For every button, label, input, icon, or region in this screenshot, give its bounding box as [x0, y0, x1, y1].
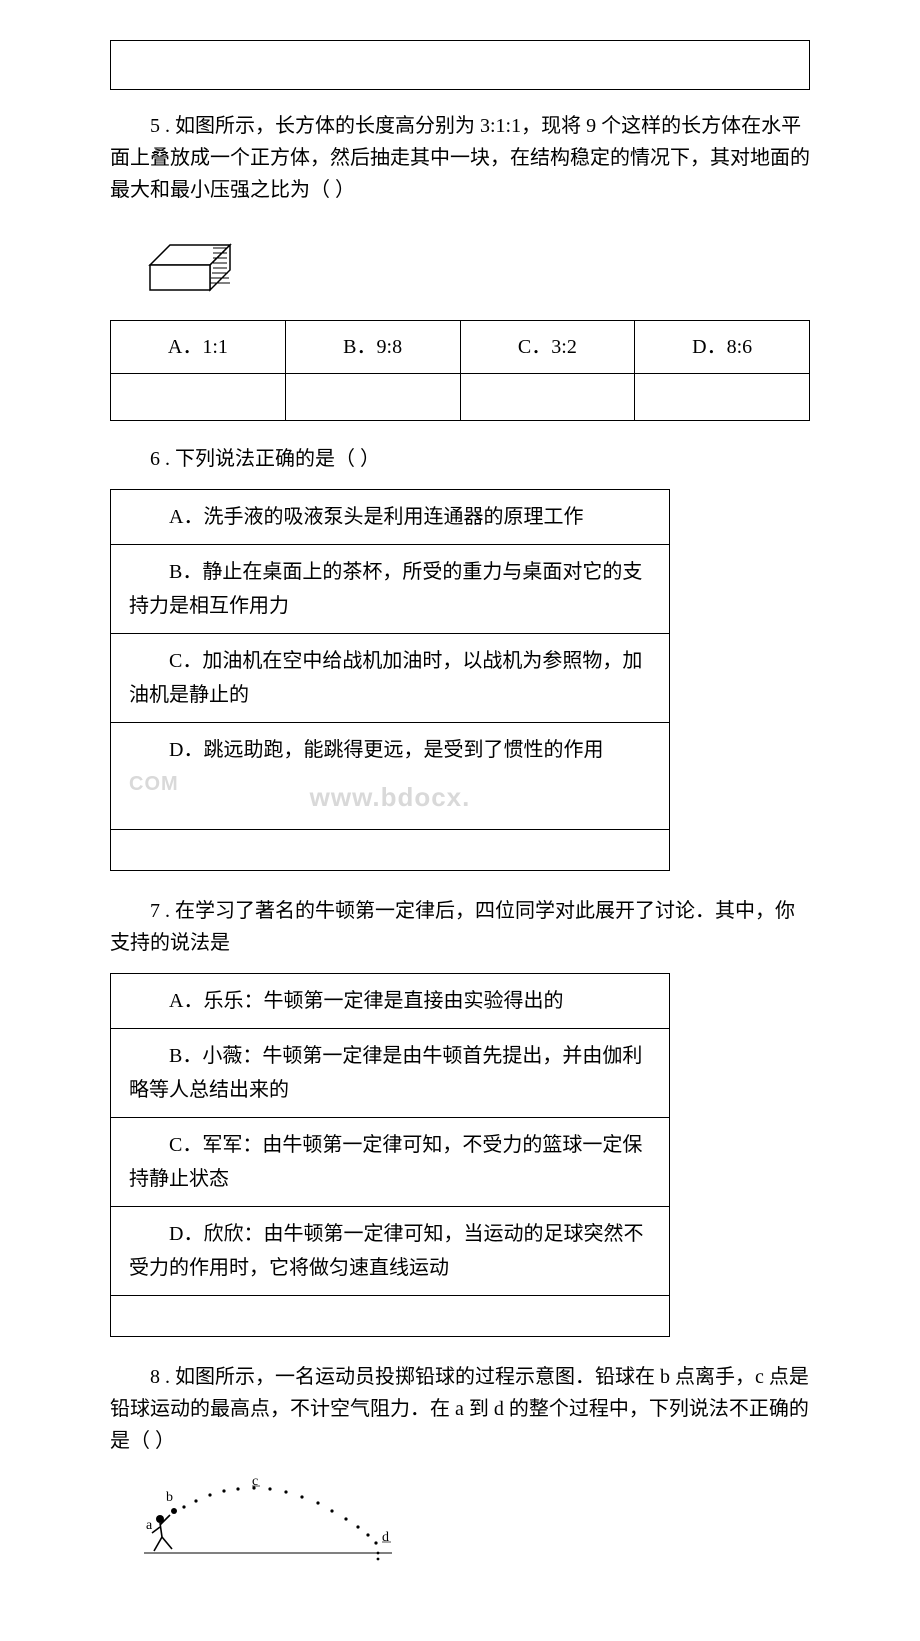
- q6-choices-table: A．洗手液的吸液泵头是利用连通器的原理工作 B．静止在桌面上的茶杯，所受的重力与…: [110, 489, 670, 871]
- q5-options-table: A．1:1 B．9:8 C．3:2 D．8:6: [110, 320, 810, 421]
- q6-choice-b-text: B．静止在桌面上的茶杯，所受的重力与桌面对它的支持力是相互作用力: [129, 555, 651, 623]
- q6-choice-a-text: A．洗手液的吸液泵头是利用连通器的原理工作: [129, 500, 583, 534]
- q7-choice-b-text: B．小薇：牛顿第一定律是由牛顿首先提出，并由伽利略等人总结出来的: [129, 1039, 651, 1107]
- q6-choice-d-wrap: D．跳远助跑，能跳得更远，是受到了惯性的作用 COM: [129, 733, 651, 801]
- watermark-com: COM: [129, 773, 179, 795]
- q7-choice-d: D．欣欣：由牛顿第一定律可知，当运动的足球突然不受力的作用时，它将做匀速直线运动: [111, 1207, 670, 1296]
- q5-option-a: A．1:1: [111, 321, 286, 374]
- q5-option-b: B．9:8: [285, 321, 460, 374]
- svg-text:c: c: [252, 1474, 258, 1489]
- svg-text:d: d: [382, 1530, 389, 1545]
- q7-choice-c: C．军军：由牛顿第一定律可知，不受力的篮球一定保持静止状态: [111, 1118, 670, 1207]
- q6-choice-a: A．洗手液的吸液泵头是利用连通器的原理工作: [111, 490, 670, 545]
- q5-prompt: 5 . 如图所示，长方体的长度高分别为 3:1:1，现将 9 个这样的长方体在水…: [110, 110, 810, 206]
- q5-option-d: D．8:6: [635, 321, 810, 374]
- q6-choice-c-text: C．加油机在空中给战机加油时，以战机为参照物，加油机是静止的: [129, 644, 651, 712]
- q5-figure-cuboid: [140, 220, 810, 310]
- q7-choice-c-text: C．军军：由牛顿第一定律可知，不受力的篮球一定保持静止状态: [129, 1128, 651, 1196]
- q5-blank-d: [635, 374, 810, 421]
- q7-choice-a: A．乐乐：牛顿第一定律是直接由实验得出的: [111, 974, 670, 1029]
- q7-choice-b: B．小薇：牛顿第一定律是由牛顿首先提出，并由伽利略等人总结出来的: [111, 1029, 670, 1118]
- q7-choice-a-text: A．乐乐：牛顿第一定律是直接由实验得出的: [129, 984, 563, 1018]
- exam-page: 5 . 如图所示，长方体的长度高分别为 3:1:1，现将 9 个这样的长方体在水…: [0, 0, 920, 1641]
- throw-svg: ab c d: [140, 1471, 400, 1561]
- cuboid-svg: [140, 220, 250, 300]
- q5-blank-a: [111, 374, 286, 421]
- q7-choices-table: A．乐乐：牛顿第一定律是直接由实验得出的 B．小薇：牛顿第一定律是由牛顿首先提出…: [110, 973, 670, 1337]
- q6-choice-d: D．跳远助跑，能跳得更远，是受到了惯性的作用COM www.bdocx.: [111, 723, 670, 830]
- q5-blank-c: [460, 374, 635, 421]
- svg-text:a: a: [146, 1518, 153, 1533]
- svg-text:b: b: [166, 1490, 173, 1505]
- q6-blank-row: [111, 830, 670, 871]
- q6-choice-b: B．静止在桌面上的茶杯，所受的重力与桌面对它的支持力是相互作用力: [111, 545, 670, 634]
- q5-blank-b: [285, 374, 460, 421]
- q8-prompt: 8 . 如图所示，一名运动员投掷铅球的过程示意图．铅球在 b 点离手，c 点是铅…: [110, 1361, 810, 1457]
- q5-option-c: C．3:2: [460, 321, 635, 374]
- q6-prompt: 6 . 下列说法正确的是（ ）: [110, 443, 810, 475]
- q8-figure-throw: ab c d: [140, 1471, 810, 1571]
- empty-cell-top: [110, 40, 810, 90]
- q7-prompt: 7 . 在学习了著名的牛顿第一定律后，四位同学对此展开了讨论．其中，你支持的说法…: [110, 895, 810, 959]
- q6-choice-d-text: D．跳远助跑，能跳得更远，是受到了惯性的作用: [169, 739, 603, 761]
- q6-choice-c: C．加油机在空中给战机加油时，以战机为参照物，加油机是静止的: [111, 634, 670, 723]
- q7-choice-d-text: D．欣欣：由牛顿第一定律可知，当运动的足球突然不受力的作用时，它将做匀速直线运动: [129, 1217, 651, 1285]
